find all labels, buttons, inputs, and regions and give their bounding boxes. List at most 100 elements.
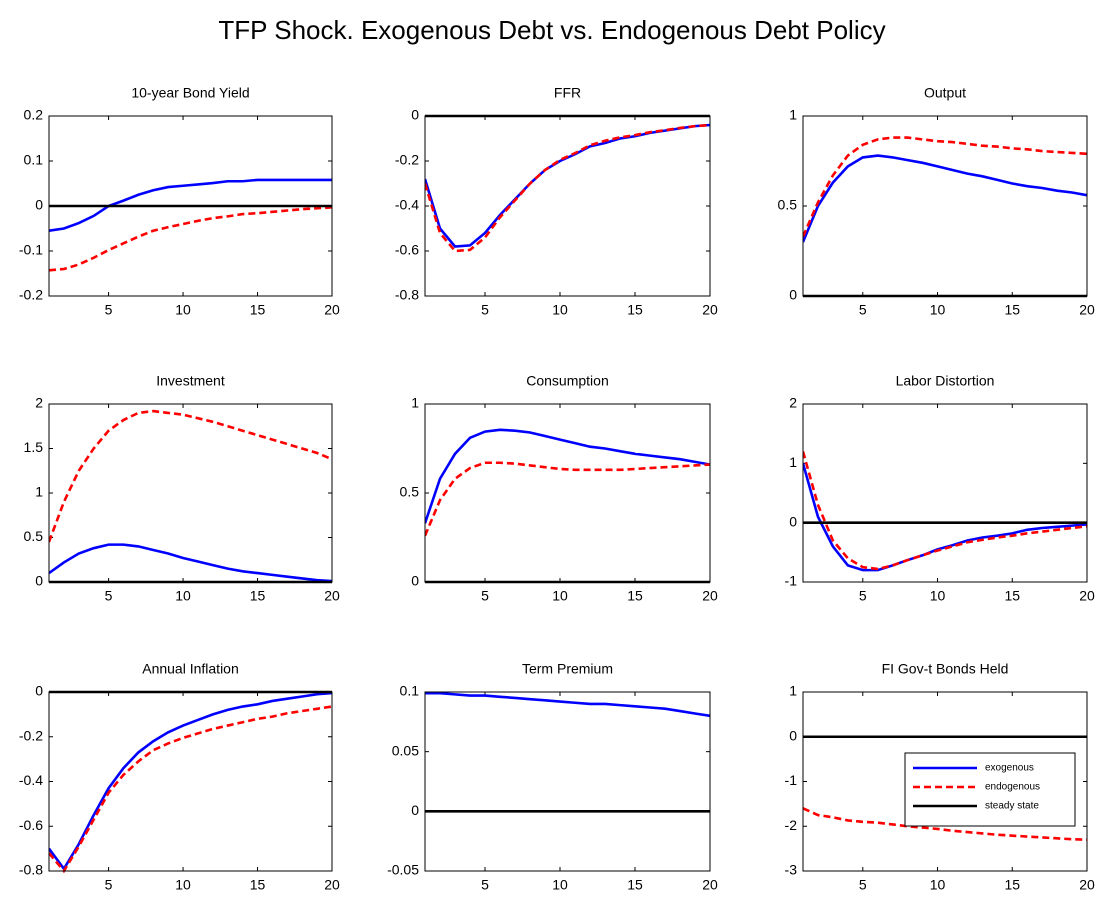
figure-title: TFP Shock. Exogenous Debt vs. Endogenous…: [218, 15, 885, 45]
panel-title: Term Premium: [522, 661, 613, 677]
axes-frame: [802, 691, 1088, 872]
y-tick-label: -0.4: [395, 197, 419, 213]
panel-title: 10-year Bond Yield: [131, 85, 249, 101]
y-tick-label: 2: [789, 395, 797, 411]
series-line: [425, 691, 710, 718]
y-tick-label: 0.5: [778, 197, 798, 213]
series-line: [803, 451, 1087, 571]
legend-label: steady state: [985, 801, 1039, 812]
x-tick-label: 5: [481, 302, 489, 318]
y-tick-label: 0.5: [24, 528, 44, 544]
y-tick-label: 0: [411, 573, 419, 589]
x-tick-label: 10: [930, 302, 946, 318]
panel-title: Consumption: [526, 373, 609, 389]
x-tick-label: 20: [324, 877, 340, 893]
x-tick-label: 15: [627, 877, 643, 893]
x-tick-label: 20: [324, 588, 340, 604]
x-tick-label: 5: [105, 877, 113, 893]
y-tick-label: -3: [785, 862, 798, 878]
panel-title: FI Gov-t Bonds Held: [882, 661, 1009, 677]
y-tick-label: -0.05: [387, 862, 419, 878]
y-tick-label: 0.2: [24, 107, 44, 123]
x-tick-label: 5: [859, 302, 867, 318]
y-tick-label: 0.05: [392, 742, 419, 758]
x-tick-label: 20: [1079, 588, 1095, 604]
axes-frame: [424, 403, 711, 583]
y-tick-label: -0.2: [19, 727, 43, 743]
y-tick-label: -0.4: [19, 772, 43, 788]
x-tick-label: 15: [1004, 302, 1020, 318]
x-tick-label: 15: [250, 302, 266, 318]
axes-frame: [48, 691, 333, 872]
plot-area: [425, 116, 710, 296]
x-tick-label: 5: [105, 302, 113, 318]
plot-area: [425, 692, 710, 871]
y-tick-label: 0.1: [24, 152, 44, 168]
y-tick-label: 0: [789, 727, 797, 743]
y-tick-label: -2: [785, 817, 798, 833]
legend-label: exogenous: [985, 763, 1034, 774]
x-tick-label: 5: [859, 588, 867, 604]
y-tick-label: -1: [785, 772, 798, 788]
series-line: [49, 705, 332, 873]
axes-frame: [802, 115, 1088, 297]
x-tick-label: 15: [627, 302, 643, 318]
x-tick-label: 10: [930, 877, 946, 893]
axes-frame: [424, 691, 711, 872]
y-tick-label: 0: [411, 107, 419, 123]
panel-title: FFR: [554, 85, 581, 101]
series-line: [49, 409, 332, 543]
x-tick-label: 5: [481, 877, 489, 893]
y-tick-label: 0.5: [400, 484, 420, 500]
plot-area: [49, 404, 332, 582]
y-tick-label: 1: [789, 683, 797, 699]
y-tick-label: 2: [35, 395, 43, 411]
x-tick-label: 20: [702, 302, 718, 318]
series-line: [803, 807, 1087, 841]
x-tick-label: 10: [175, 588, 191, 604]
y-tick-label: -0.8: [19, 862, 43, 878]
y-tick-label: 0: [411, 802, 419, 818]
series-line: [425, 123, 710, 253]
legend-label: endogenous: [985, 782, 1040, 793]
x-tick-label: 10: [552, 302, 568, 318]
y-tick-label: 1.5: [24, 439, 44, 455]
panel-title: Investment: [156, 373, 225, 389]
x-tick-label: 10: [175, 302, 191, 318]
legend-box: [904, 752, 1076, 827]
axes-frame: [802, 403, 1088, 583]
y-tick-label: 1: [789, 107, 797, 123]
y-tick-label: 1: [411, 395, 419, 411]
x-tick-label: 15: [627, 588, 643, 604]
plot-area: [803, 404, 1087, 582]
panel-title: Annual Inflation: [142, 661, 239, 677]
x-tick-label: 15: [250, 877, 266, 893]
plot-area: [803, 116, 1087, 296]
x-tick-label: 10: [930, 588, 946, 604]
y-tick-label: -0.1: [19, 242, 43, 258]
series-line: [803, 136, 1087, 238]
axes-frame: [48, 403, 333, 583]
y-tick-label: 1: [35, 484, 43, 500]
series-line: [49, 206, 332, 272]
x-tick-label: 5: [481, 588, 489, 604]
series-line: [425, 428, 710, 524]
y-tick-label: -1: [785, 573, 798, 589]
y-tick-label: -0.6: [19, 817, 43, 833]
y-tick-label: -0.2: [395, 152, 419, 168]
plot-area: [425, 404, 710, 582]
series-line: [49, 691, 332, 872]
x-tick-label: 5: [859, 877, 867, 893]
y-tick-label: 1: [789, 454, 797, 470]
panel-title: Output: [924, 85, 966, 101]
x-tick-label: 10: [552, 588, 568, 604]
series-line: [425, 461, 710, 537]
axes-frame: [48, 115, 333, 297]
y-tick-label: 0.1: [400, 683, 420, 699]
y-tick-label: 0: [789, 513, 797, 529]
y-tick-label: -0.8: [395, 287, 419, 303]
x-tick-label: 10: [552, 877, 568, 893]
y-tick-label: -0.2: [19, 287, 43, 303]
x-tick-label: 20: [702, 877, 718, 893]
x-tick-label: 20: [1079, 877, 1095, 893]
